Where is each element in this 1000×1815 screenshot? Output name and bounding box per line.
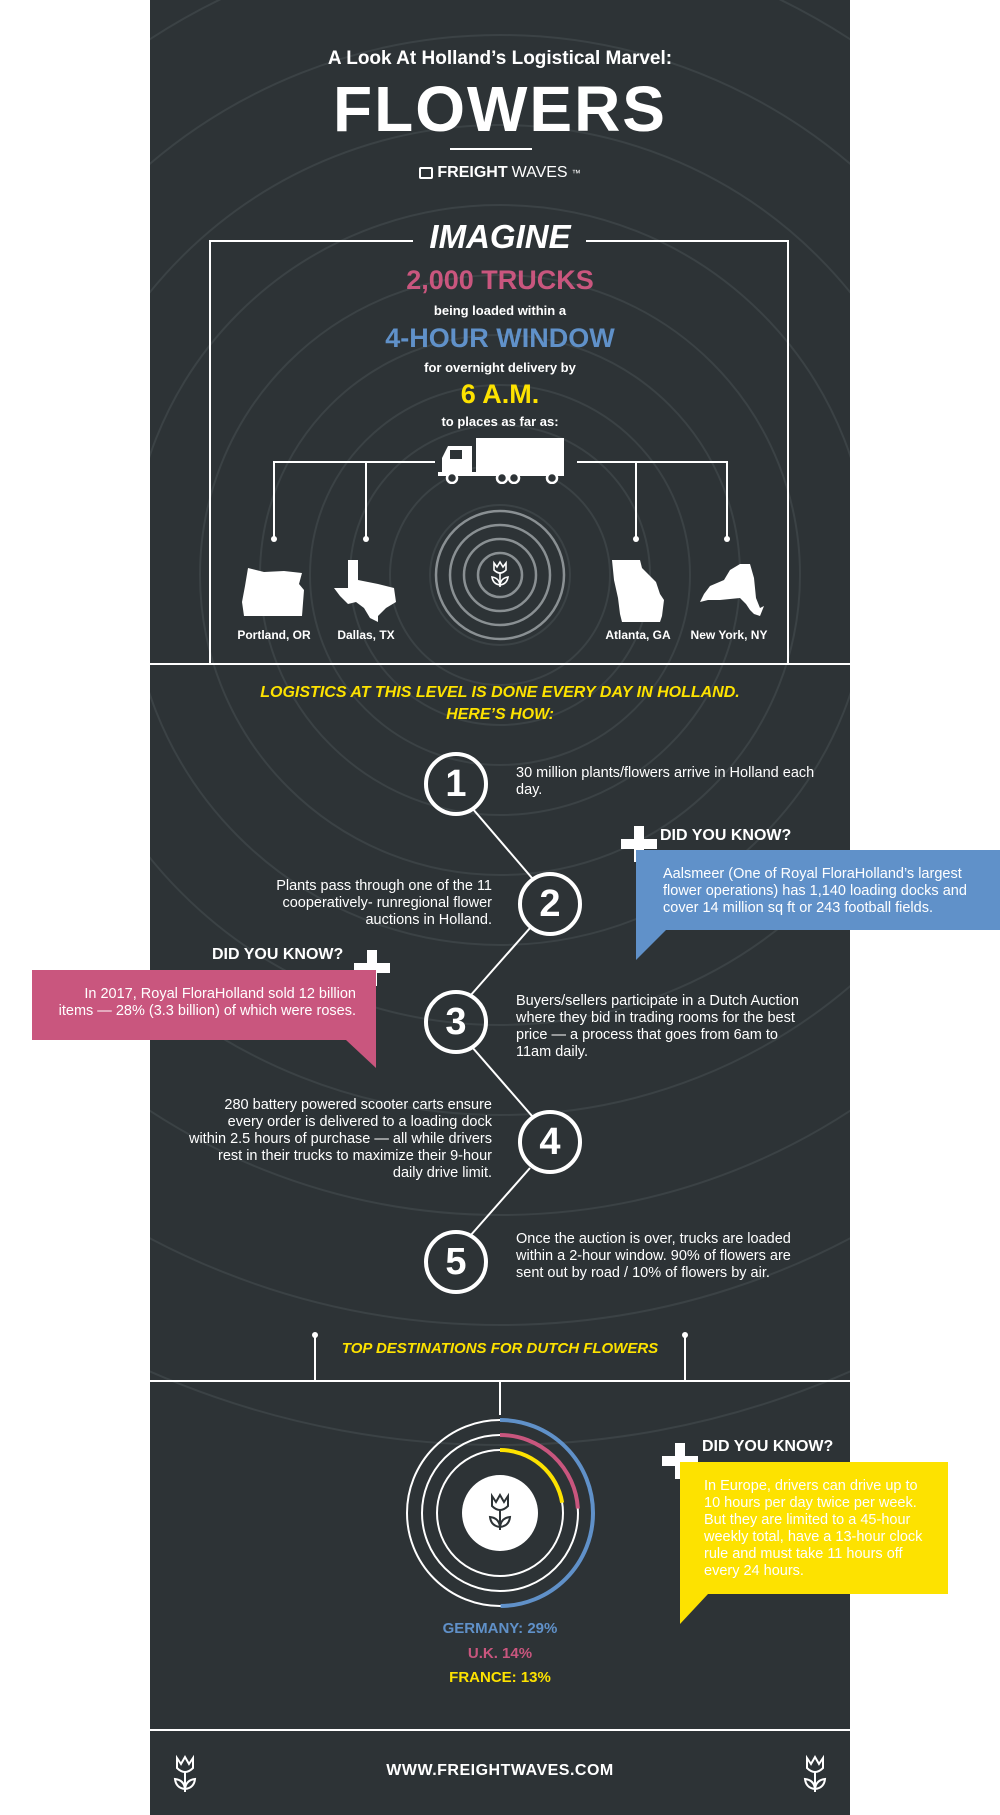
- did-you-know-2-text: In 2017, Royal FloraHolland sold 12 bill…: [58, 986, 356, 1019]
- city-label-dallas: Dallas, TX: [337, 628, 395, 642]
- brand-trademark: ™: [571, 168, 581, 178]
- step-4-text: 280 battery powered scooter carts ensure…: [188, 1097, 492, 1181]
- imagine-line-1: being loaded within a: [433, 303, 567, 318]
- header-subtitle: A Look At Holland’s Logistical Marvel:: [327, 48, 673, 69]
- freightwaves-logo-icon: [419, 167, 434, 179]
- imagine-window: 4-HOUR WINDOW: [385, 323, 615, 353]
- tulip-outline-icon: [803, 1754, 827, 1792]
- step-1-circle: 1: [424, 752, 488, 816]
- imagine-time: 6 A.M.: [460, 379, 540, 409]
- uk-share-arc: [420, 1433, 580, 1593]
- imagine-title: IMAGINE: [150, 218, 850, 256]
- step-2-text: Plants pass through one of the 11 cooper…: [276, 878, 492, 928]
- texas-icon: [334, 560, 396, 622]
- city-label-new-york: New York, NY: [690, 628, 768, 642]
- step-2-circle: 2: [518, 872, 582, 936]
- destination-uk: U.K. 14%: [467, 1645, 533, 1662]
- step-1-text: 30 million plants/flowers arrive in Holl…: [516, 765, 815, 798]
- tulip-icon: [491, 560, 509, 587]
- tulip-icon: [488, 1492, 512, 1530]
- logistics-heading-line-2: HERE’S HOW:: [446, 706, 554, 723]
- did-you-know-1-bubble: [636, 850, 1000, 960]
- did-you-know-1-text: Aalsmeer (One of Royal FloraHolland’s la…: [663, 866, 967, 916]
- georgia-icon: [612, 560, 664, 622]
- tulip-outline-icon: [173, 1754, 197, 1792]
- logistics-heading: LOGISTICS AT THIS LEVEL IS DONE EVERY DA…: [150, 682, 850, 726]
- imagine-line-2: for overnight delivery by: [424, 360, 576, 375]
- did-you-know-1-title: DID YOU KNOW?: [660, 827, 792, 844]
- step-3-circle: 3: [424, 990, 488, 1054]
- step-5-text: Once the auction is over, trucks are loa…: [516, 1231, 791, 1281]
- city-label-atlanta: Atlanta, GA: [605, 628, 671, 642]
- destination-germany: GERMANY: 29%: [442, 1620, 558, 1637]
- footer-url-link[interactable]: WWW.FREIGHTWAVES.COM: [386, 1762, 614, 1779]
- brand-name-bold: FREIGHT: [437, 164, 508, 181]
- header-divider: [450, 148, 532, 150]
- did-you-know-2-bubble: [32, 970, 376, 1068]
- new-york-icon: [700, 564, 764, 616]
- brand-logo: FREIGHT WAVES ™: [410, 164, 590, 182]
- step-4-circle: 4: [518, 1110, 582, 1174]
- top-destinations-heading: TOP DESTINATIONS FOR DUTCH FLOWERS: [341, 1340, 659, 1357]
- did-you-know-2-title: DID YOU KNOW?: [212, 946, 344, 963]
- did-you-know-3-title: DID YOU KNOW?: [702, 1438, 834, 1455]
- imagine-title-text: IMAGINE: [417, 218, 583, 255]
- imagine-trucks: 2,000 TRUCKS: [406, 265, 594, 295]
- logistics-heading-line-1: LOGISTICS AT THIS LEVEL IS DONE EVERY DA…: [260, 684, 740, 701]
- truck-icon: [438, 438, 564, 484]
- city-label-portland: Portland, OR: [237, 628, 311, 642]
- page-title: FLOWERS: [333, 73, 667, 145]
- destination-france: FRANCE: 13%: [449, 1669, 551, 1686]
- oregon-icon: [242, 568, 304, 616]
- did-you-know-3-text: In Europe, drivers can drive up to 10 ho…: [704, 1478, 923, 1579]
- did-you-know-2-plus-icon: [354, 950, 390, 986]
- step-5-circle: 5: [424, 1230, 488, 1294]
- did-you-know-3-plus-icon: [662, 1443, 698, 1479]
- step-3-text: Buyers/sellers participate in a Dutch Au…: [516, 993, 799, 1060]
- did-you-know-3-bubble: [680, 1462, 948, 1624]
- germany-share-arc: [405, 1418, 595, 1608]
- brand-name-light: WAVES: [511, 164, 568, 181]
- france-share-arc: [435, 1448, 565, 1578]
- did-you-know-1-plus-icon: [621, 826, 657, 862]
- imagine-line-3: to places as far as:: [441, 414, 559, 429]
